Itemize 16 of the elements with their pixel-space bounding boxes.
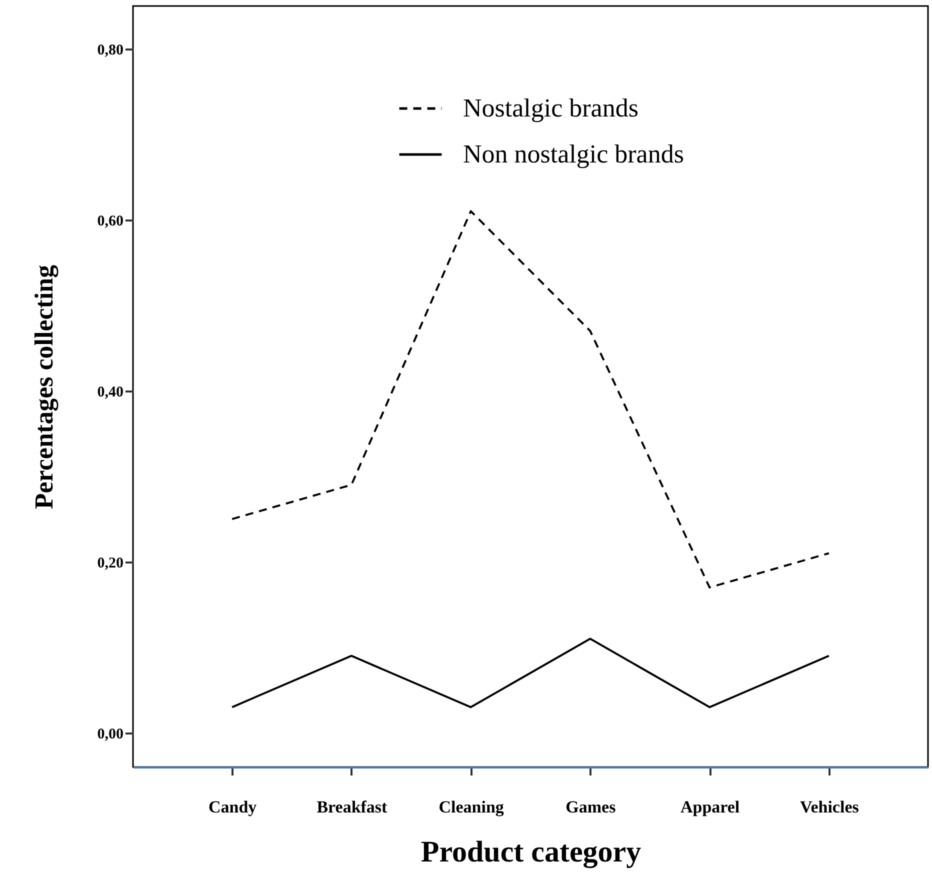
y-tick-label: 0,80 xyxy=(97,42,124,58)
legend-label: Non nostalgic brands xyxy=(463,140,684,168)
x-tick-label: Games xyxy=(566,798,616,816)
legend-label: Nostalgic brands xyxy=(463,94,638,122)
x-tick-label: Apparel xyxy=(680,798,740,816)
line-series xyxy=(231,210,830,588)
y-axis-title: Percentages collecting xyxy=(29,264,58,510)
x-tick-label: Candy xyxy=(208,798,258,816)
x-tick-label: Cleaning xyxy=(438,798,504,816)
y-tick-label: 0,20 xyxy=(97,555,124,572)
y-tick-label: 0,60 xyxy=(97,213,124,230)
x-axis-title: Product category xyxy=(420,836,642,868)
x-tick-label: Vehicles xyxy=(800,798,860,816)
y-tick-label: 0,40 xyxy=(97,384,124,400)
x-tick-label: Breakfast xyxy=(316,798,388,816)
y-tick-label: 0,00 xyxy=(97,726,124,742)
